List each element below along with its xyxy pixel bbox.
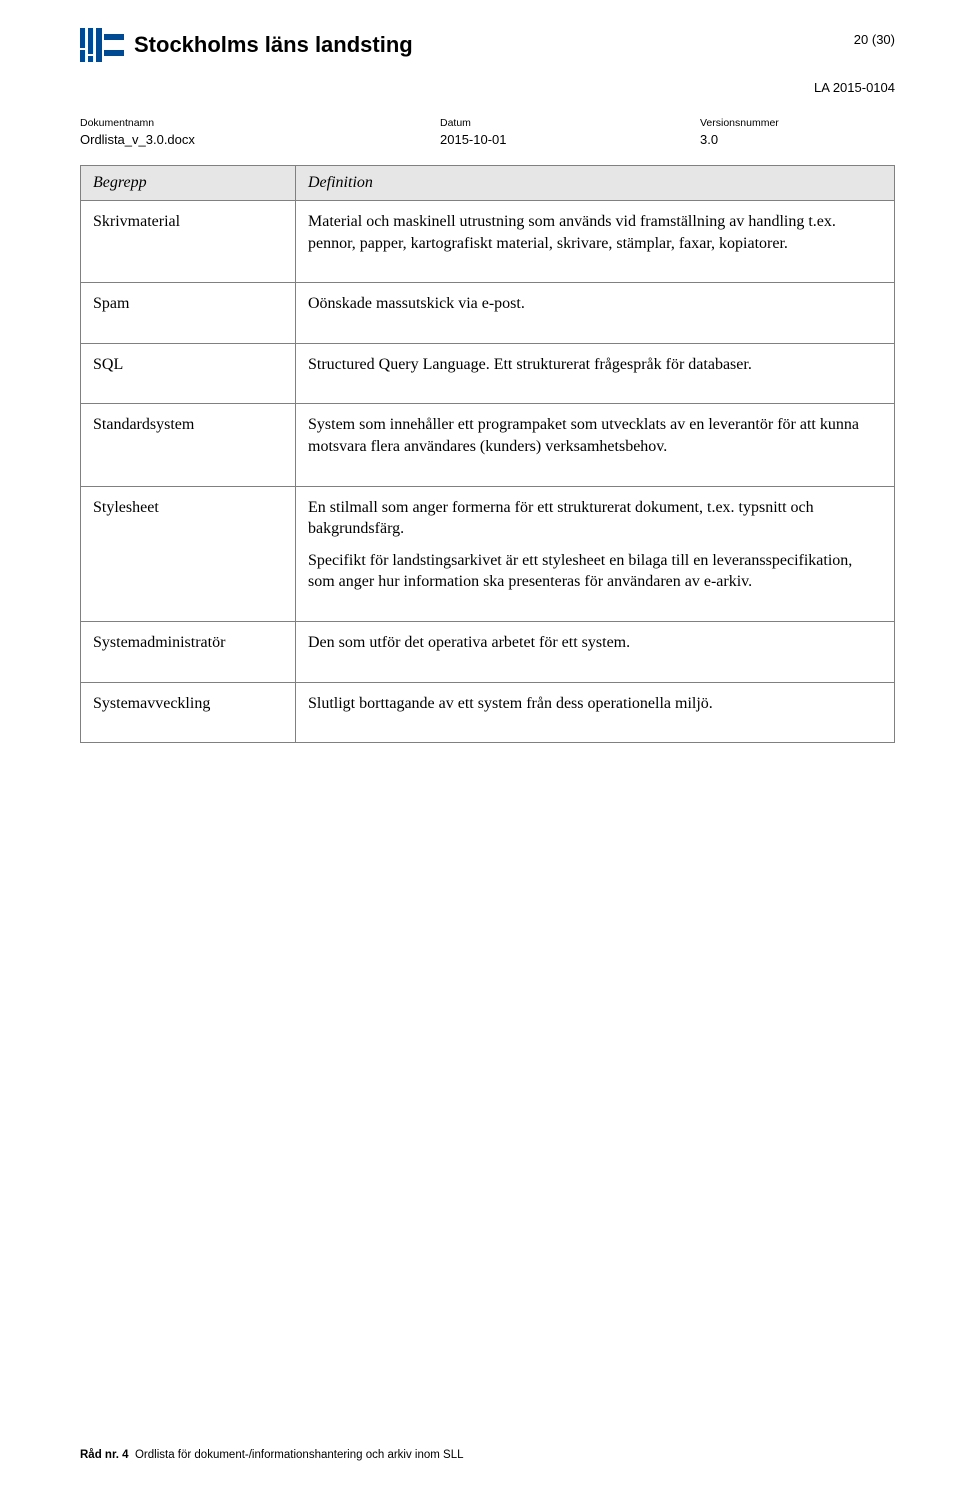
col-header-term: Begrepp — [81, 166, 296, 201]
definition-text: En stilmall som anger formerna för ett s… — [308, 497, 878, 540]
term-cell: Spam — [81, 283, 296, 344]
la-code: LA 2015-0104 — [80, 80, 895, 95]
term-cell: Stylesheet — [81, 486, 296, 621]
meta-label-date: Datum — [440, 117, 700, 129]
col-header-definition: Definition — [296, 166, 895, 201]
meta-labels: Dokumentnamn Datum Versionsnummer — [80, 117, 895, 129]
term-cell: Standardsystem — [81, 404, 296, 486]
meta-values: Ordlista_v_3.0.docx 2015-10-01 3.0 — [80, 132, 895, 147]
table-row: Skrivmaterial Material och maskinell utr… — [81, 201, 895, 283]
definitions-table: Begrepp Definition Skrivmaterial Materia… — [80, 165, 895, 743]
definition-text: Den som utför det operativa arbetet för … — [308, 632, 878, 654]
meta-label-doc: Dokumentnamn — [80, 117, 440, 129]
definition-cell: Material och maskinell utrustning som an… — [296, 201, 895, 283]
term-cell: Systemavveckling — [81, 682, 296, 743]
logo-icon — [80, 28, 124, 62]
org-name: Stockholms läns landsting — [134, 32, 413, 58]
definition-cell: En stilmall som anger formerna för ett s… — [296, 486, 895, 621]
meta-value-doc: Ordlista_v_3.0.docx — [80, 132, 440, 147]
definition-cell: Structured Query Language. Ett strukture… — [296, 343, 895, 404]
page-footer: Råd nr. 4 Ordlista för dokument-/informa… — [80, 1449, 464, 1461]
definition-text: System som innehåller ett programpaket s… — [308, 414, 878, 457]
footer-text: Ordlista för dokument-/informationshante… — [135, 1449, 464, 1461]
definition-cell: Slutligt borttagande av ett system från … — [296, 682, 895, 743]
definition-cell: Oönskade massutskick via e-post. — [296, 283, 895, 344]
definition-text: Material och maskinell utrustning som an… — [308, 211, 878, 254]
footer-bold: Råd nr. 4 — [80, 1449, 129, 1461]
table-row: Spam Oönskade massutskick via e-post. — [81, 283, 895, 344]
table-row: Stylesheet En stilmall som anger formern… — [81, 486, 895, 621]
term-cell: Systemadministratör — [81, 621, 296, 682]
definition-text: Structured Query Language. Ett strukture… — [308, 354, 878, 376]
definition-cell: Den som utför det operativa arbetet för … — [296, 621, 895, 682]
table-header-row: Begrepp Definition — [81, 166, 895, 201]
meta-value-date: 2015-10-01 — [440, 132, 700, 147]
table-row: Systemadministratör Den som utför det op… — [81, 621, 895, 682]
table-row: Systemavveckling Slutligt borttagande av… — [81, 682, 895, 743]
definition-text: Specifikt för landstingsarkivet är ett s… — [308, 550, 878, 593]
meta-value-ver: 3.0 — [700, 132, 895, 147]
meta-label-ver: Versionsnummer — [700, 117, 895, 129]
table-row: SQL Structured Query Language. Ett struk… — [81, 343, 895, 404]
page-indicator: 20 (30) — [854, 32, 895, 47]
term-cell: SQL — [81, 343, 296, 404]
definition-text: Oönskade massutskick via e-post. — [308, 293, 878, 315]
term-cell: Skrivmaterial — [81, 201, 296, 283]
definition-text: Slutligt borttagande av ett system från … — [308, 693, 878, 715]
document-header: Stockholms läns landsting 20 (30) — [80, 28, 895, 62]
definition-cell: System som innehåller ett programpaket s… — [296, 404, 895, 486]
org-logo: Stockholms läns landsting — [80, 28, 413, 62]
table-row: Standardsystem System som innehåller ett… — [81, 404, 895, 486]
